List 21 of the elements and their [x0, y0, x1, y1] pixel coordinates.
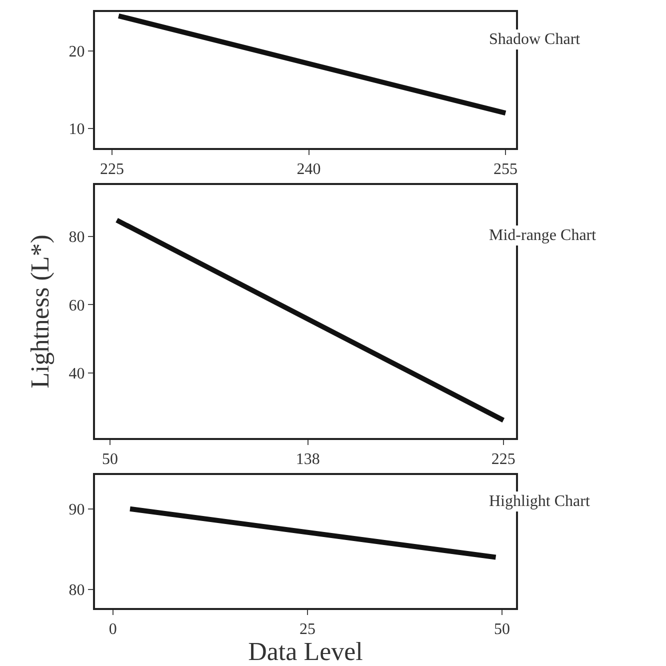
y-tick-label: 60	[68, 297, 85, 314]
y-tick-label: 10	[68, 121, 85, 138]
x-tick-label: 50	[102, 451, 118, 468]
x-axis-title: Data Level	[248, 637, 363, 666]
y-axis-title: Lightness (L*)	[26, 234, 55, 388]
y-tick-label: 40	[68, 366, 85, 383]
x-tick-label: 240	[296, 161, 321, 178]
y-tick-label: 80	[68, 582, 85, 600]
annotation: Shadow Chart	[489, 31, 581, 48]
x-tick-label: 0	[108, 621, 117, 638]
x-tick-label: 225	[491, 451, 516, 468]
y-tick-label: 90	[68, 501, 85, 518]
x-tick-label: 138	[296, 451, 320, 468]
x-tick-label: 50	[494, 621, 510, 638]
annotation: Mid-range Chart	[489, 227, 597, 244]
x-tick-label: 255	[494, 161, 518, 178]
x-tick-label: 225	[100, 161, 124, 178]
x-tick-label: 25	[299, 621, 316, 638]
annotation: Highlight Chart	[489, 493, 590, 510]
y-tick-label: 20	[68, 43, 85, 60]
y-tick-label: 80	[68, 228, 85, 246]
